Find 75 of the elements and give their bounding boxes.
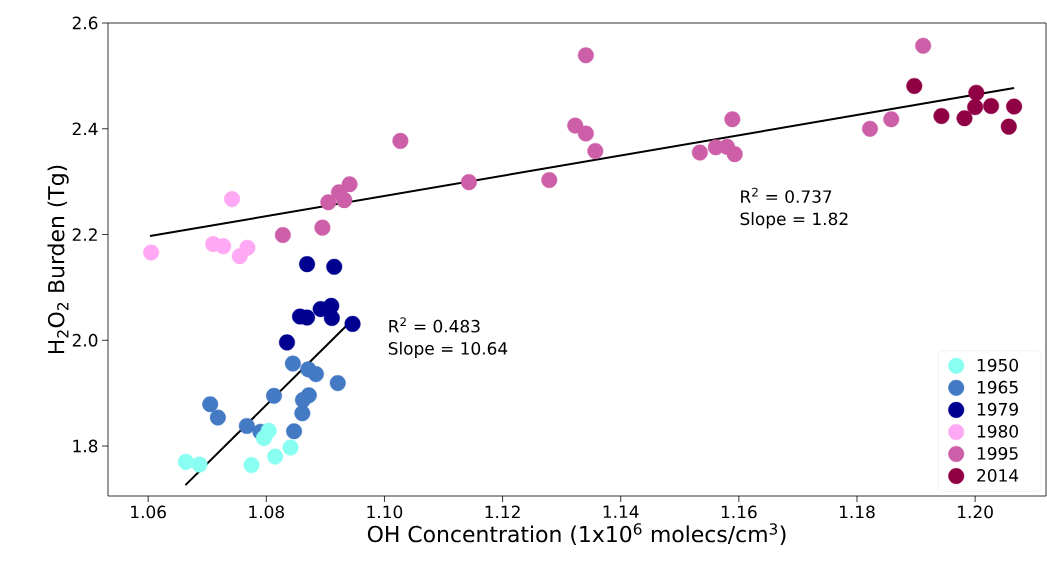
y-axis-title: H$_{2}$O$_{2}$ Burden (Tg): [47, 165, 69, 354]
point: [933, 108, 950, 125]
y-tick-label: 2.4: [72, 122, 98, 136]
point: [300, 361, 317, 378]
x-tick-label: 1.08: [249, 505, 284, 519]
point: [956, 110, 973, 127]
point: [238, 417, 255, 434]
point: [191, 456, 208, 473]
point: [323, 297, 340, 314]
point: [577, 125, 594, 142]
legend-label: 1979: [977, 402, 1018, 416]
point: [460, 174, 477, 191]
point: [983, 98, 1000, 115]
annotation: R$^{2}$ = 0.737: [741, 187, 832, 203]
x-tick-label: 1.16: [721, 505, 757, 519]
x-tick-label: 1.06: [131, 505, 166, 519]
point: [300, 387, 317, 404]
point: [915, 37, 932, 54]
point: [278, 334, 295, 351]
annotation: R$^{2}$ = 0.483: [389, 317, 480, 333]
point: [541, 172, 558, 189]
point: [726, 146, 743, 163]
y-tick-label: 2.2: [72, 228, 97, 241]
y-tick-label: 1.8: [73, 439, 98, 453]
point: [274, 227, 291, 244]
point: [267, 448, 284, 465]
point: [341, 176, 358, 193]
point: [265, 387, 282, 404]
point: [567, 117, 584, 134]
point: [326, 258, 343, 275]
x-tick-label: 1.12: [485, 505, 520, 519]
point: [284, 355, 301, 372]
point: [344, 315, 361, 332]
y-tick-label: 2.6: [72, 16, 98, 30]
point: [1000, 118, 1017, 135]
point: [577, 47, 594, 64]
point: [177, 453, 194, 470]
point: [243, 457, 260, 474]
point: [215, 238, 232, 255]
x-tick-label: 1.14: [603, 505, 639, 518]
annotation: Slope = 1.82: [740, 212, 848, 229]
point: [968, 84, 985, 101]
point: [239, 239, 256, 256]
point: [209, 409, 226, 426]
point: [314, 219, 331, 236]
point: [282, 439, 299, 456]
point: [1006, 98, 1023, 115]
point: [329, 375, 346, 392]
point: [224, 191, 241, 208]
point: [336, 192, 353, 209]
point: [724, 111, 741, 128]
point: [286, 423, 303, 440]
point: [299, 256, 316, 273]
point: [861, 120, 878, 137]
legend-label: 1980: [977, 424, 1018, 438]
point: [967, 99, 984, 116]
y-tick-label: 2.0: [72, 333, 98, 347]
point: [883, 111, 900, 128]
x-tick-label: 1.18: [840, 505, 875, 519]
annotation: Slope = 10.64: [388, 341, 508, 359]
legend-label: 1995: [977, 446, 1018, 460]
legend-label: 2014: [977, 469, 1019, 482]
x-tick-label: 1.10: [367, 505, 403, 519]
point: [587, 142, 604, 159]
point: [691, 144, 708, 161]
legend-label: 1950: [977, 358, 1018, 372]
point: [906, 77, 923, 94]
x-tick-label: 1.20: [958, 505, 993, 519]
point: [392, 132, 409, 149]
point: [143, 244, 160, 261]
point: [320, 194, 337, 211]
legend-label: 1965: [977, 380, 1018, 394]
x-axis-title: OH Concentration (1x10$^{6}$ molecs/cm$^{3}$): [367, 523, 786, 545]
point: [260, 422, 277, 439]
point: [202, 396, 219, 413]
